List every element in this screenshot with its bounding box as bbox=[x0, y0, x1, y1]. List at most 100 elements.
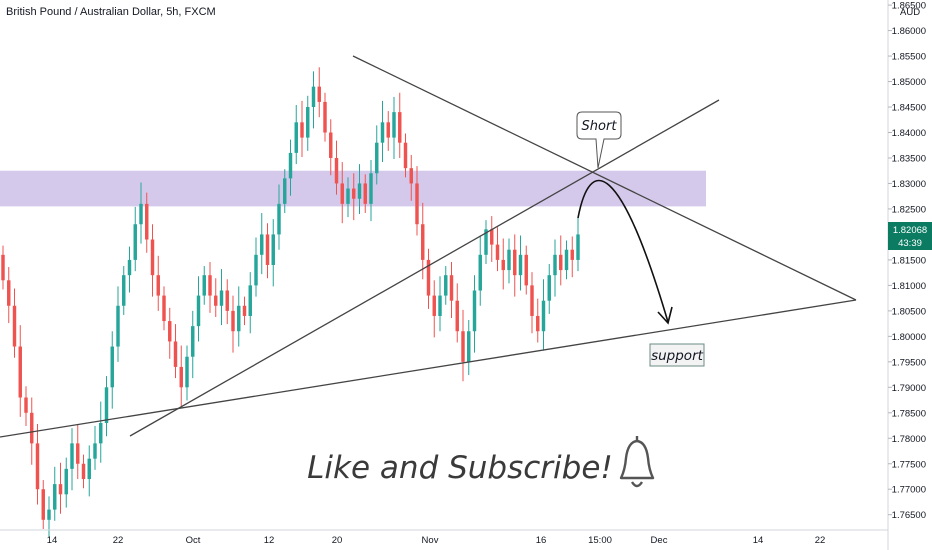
candle-body bbox=[317, 86, 321, 102]
candle-body bbox=[306, 107, 310, 138]
candle-body bbox=[225, 290, 229, 311]
x-tick-label: 15:00 bbox=[588, 535, 612, 546]
candle-body bbox=[277, 203, 281, 235]
time-axis[interactable]: 14 22 Oct 12 20 Nov 16 15:00 Dec 14 22 bbox=[0, 529, 888, 546]
candle-body bbox=[323, 101, 327, 133]
candle-body bbox=[219, 290, 224, 306]
x-tick-label: 14 bbox=[47, 535, 58, 546]
y-tick-label: 1.78000 bbox=[892, 434, 926, 445]
candle-body bbox=[248, 285, 252, 316]
candle-body bbox=[484, 229, 488, 255]
y-tick-label: 1.77000 bbox=[892, 485, 926, 496]
candle-body bbox=[294, 122, 298, 153]
candle-body bbox=[455, 300, 459, 332]
candle-body bbox=[369, 173, 373, 204]
y-tick-label: 1.85500 bbox=[892, 52, 926, 63]
candle-body bbox=[392, 112, 396, 138]
candle-body bbox=[444, 275, 448, 296]
countdown-value: 43:39 bbox=[898, 238, 922, 249]
candle-body bbox=[93, 443, 97, 459]
candle-body bbox=[380, 122, 385, 143]
candle-body bbox=[87, 458, 91, 480]
candle-body bbox=[340, 183, 344, 204]
ascending-trendline bbox=[129, 99, 720, 437]
candle-body bbox=[122, 275, 126, 306]
candle-body bbox=[145, 203, 149, 240]
last-price-tag: 1.82068 43:39 bbox=[888, 222, 932, 250]
candle-body bbox=[76, 443, 80, 464]
candle-body bbox=[24, 397, 28, 413]
candle-body bbox=[18, 346, 22, 398]
y-tick-label: 1.79500 bbox=[892, 357, 926, 368]
x-tick-label: 14 bbox=[753, 535, 764, 546]
currency-label: AUD bbox=[900, 7, 920, 18]
candle-body bbox=[530, 285, 534, 316]
candle-body bbox=[518, 254, 523, 276]
candle-body bbox=[254, 254, 258, 286]
candle-body bbox=[386, 122, 390, 138]
candle-body bbox=[196, 295, 201, 327]
y-tick-label: 1.81000 bbox=[892, 281, 926, 292]
candle-body bbox=[139, 203, 143, 225]
candlestick-series bbox=[1, 67, 580, 538]
candle-body bbox=[478, 254, 482, 291]
candle-body bbox=[334, 157, 339, 184]
last-price-value: 1.82068 bbox=[893, 225, 927, 236]
candle-body bbox=[513, 249, 517, 276]
candle-body bbox=[104, 387, 109, 423]
candle-body bbox=[300, 122, 304, 138]
descending-trendline bbox=[352, 55, 857, 301]
candle-body bbox=[202, 275, 206, 296]
candle-body bbox=[311, 86, 316, 108]
candle-body bbox=[547, 275, 551, 301]
y-tick-label: 1.84500 bbox=[892, 103, 926, 114]
candle-body bbox=[536, 315, 540, 332]
candle-body bbox=[99, 422, 103, 444]
trendlines bbox=[0, 55, 857, 438]
y-tick-label: 1.86000 bbox=[892, 26, 926, 37]
candle-body bbox=[231, 310, 235, 332]
candle-body bbox=[559, 254, 563, 271]
chart-title: British Pound / Australian Dollar, 5h, F… bbox=[6, 6, 216, 18]
candle-body bbox=[179, 366, 183, 388]
x-tick-label: 22 bbox=[113, 535, 124, 546]
candle-body bbox=[110, 346, 114, 388]
candle-body bbox=[415, 183, 419, 225]
candle-body bbox=[127, 259, 132, 276]
candle-body bbox=[58, 484, 63, 495]
candle-body bbox=[357, 183, 362, 199]
candle-body bbox=[426, 259, 431, 296]
candle-body bbox=[449, 275, 454, 301]
candle-body bbox=[490, 229, 494, 245]
y-tick-label: 1.79000 bbox=[892, 383, 926, 394]
projection-arrowhead bbox=[657, 306, 673, 325]
x-tick-label: Nov bbox=[422, 535, 439, 546]
price-axis[interactable]: 1.86500 1.86000 1.85500 1.85000 1.84500 1.840… bbox=[887, 0, 926, 550]
candle-body bbox=[185, 356, 189, 388]
candle-body bbox=[168, 321, 172, 342]
candle-body bbox=[288, 152, 293, 179]
y-tick-label: 1.80000 bbox=[892, 332, 926, 343]
candle-body bbox=[70, 443, 74, 469]
x-tick-label: 22 bbox=[815, 535, 826, 546]
candle-body bbox=[271, 234, 275, 265]
candle-body bbox=[403, 142, 408, 169]
candle-body bbox=[375, 142, 379, 174]
candle-body bbox=[173, 341, 178, 367]
candle-body bbox=[12, 305, 17, 347]
candle-body bbox=[438, 295, 442, 316]
candle-body bbox=[576, 234, 580, 260]
candle-body bbox=[41, 489, 45, 520]
x-tick-label: 16 bbox=[536, 535, 547, 546]
support-trendline bbox=[0, 299, 857, 438]
candle-body bbox=[495, 244, 500, 260]
support-box: support bbox=[649, 343, 705, 367]
y-tick-label: 1.84000 bbox=[892, 128, 926, 139]
candle-body bbox=[7, 280, 11, 306]
candle-body bbox=[570, 249, 574, 260]
candle-body bbox=[133, 224, 137, 260]
candle-body bbox=[329, 132, 333, 158]
projection-arrow bbox=[577, 179, 669, 323]
candle-body bbox=[116, 305, 120, 347]
